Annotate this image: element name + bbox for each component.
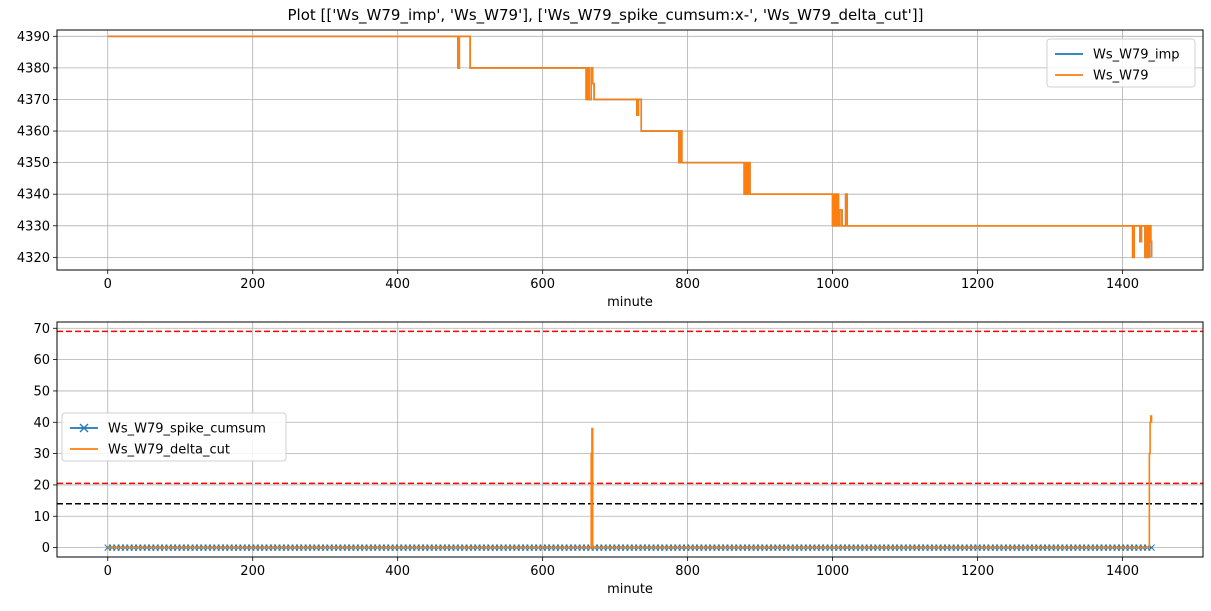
y-tick-label: 4320	[17, 251, 50, 266]
y-tick-label: 40	[33, 416, 50, 431]
x-tick-label: 1400	[1106, 564, 1139, 579]
y-tick-label: 4340	[17, 188, 50, 203]
x-tick-label: 600	[530, 277, 555, 292]
x-tick-label: 800	[675, 564, 700, 579]
x-tick-label: 1000	[816, 277, 849, 292]
x-tick-label: 1400	[1106, 277, 1139, 292]
y-tick-label: 30	[33, 447, 50, 462]
y-tick-label: 4360	[17, 125, 50, 140]
y-tick-label: 20	[33, 478, 50, 493]
axes-frame	[56, 29, 1204, 271]
y-tick-label: 50	[33, 384, 50, 399]
axes-frame	[56, 321, 1204, 558]
plot-area	[57, 330, 1203, 551]
legend-label: Ws_W79_delta_cut	[108, 443, 230, 458]
x-tick-label: 600	[530, 564, 555, 579]
x-tick-label: 400	[385, 564, 410, 579]
series-line	[107, 415, 1153, 549]
legend: Ws_W79_imp Ws_W79	[1046, 38, 1196, 88]
legend-box	[61, 412, 287, 462]
y-tick-label: 0	[42, 541, 50, 556]
y-tick-label: 60	[33, 353, 50, 368]
x-tick-label: 0	[104, 277, 112, 292]
plot-area	[107, 35, 1153, 259]
series-line	[107, 35, 1153, 259]
x-tick-label: 800	[675, 277, 700, 292]
x-tick-label: 1200	[961, 277, 994, 292]
x-axis-label: minute	[607, 582, 653, 597]
x-axis-label: minute	[607, 295, 653, 310]
legend-label: Ws_W79_spike_cumsum	[108, 422, 266, 437]
legend-label: Ws_W79_imp	[1093, 48, 1180, 63]
legend: Ws_W79_spike_cumsum Ws_W79_delta_cut	[61, 412, 287, 462]
x-tick-label: 200	[240, 277, 265, 292]
x-tick-label: 0	[104, 564, 112, 579]
x-tick-label: 400	[385, 277, 410, 292]
legend-box	[1046, 38, 1196, 88]
top-plot-panel: 0 200 400 600 800 1000 1200 1400 4320 4330 4340 435…	[17, 29, 1204, 310]
x-tick-label: 1200	[961, 564, 994, 579]
x-tick-label: 1000	[816, 564, 849, 579]
y-tick-label: 4380	[17, 61, 50, 76]
y-tick-label: 4370	[17, 93, 50, 108]
bottom-plot-panel: 0 200 400 600 800 1000 1200 1400 0 10 20 30 40 50 60 70…	[33, 321, 1204, 597]
legend-label: Ws_W79	[1093, 69, 1149, 84]
figure-title: Plot [['Ws_W79_imp', 'Ws_W79'], ['Ws_W79…	[287, 6, 924, 24]
y-tick-label: 70	[33, 322, 50, 337]
y-tick-label: 4330	[17, 219, 50, 234]
x-tick-label: 200	[240, 564, 265, 579]
legend-marker	[79, 423, 89, 433]
series-line	[107, 35, 1153, 259]
y-tick-label: 4350	[17, 156, 50, 171]
y-tick-label: 10	[33, 510, 50, 525]
y-tick-label: 4390	[17, 30, 50, 45]
